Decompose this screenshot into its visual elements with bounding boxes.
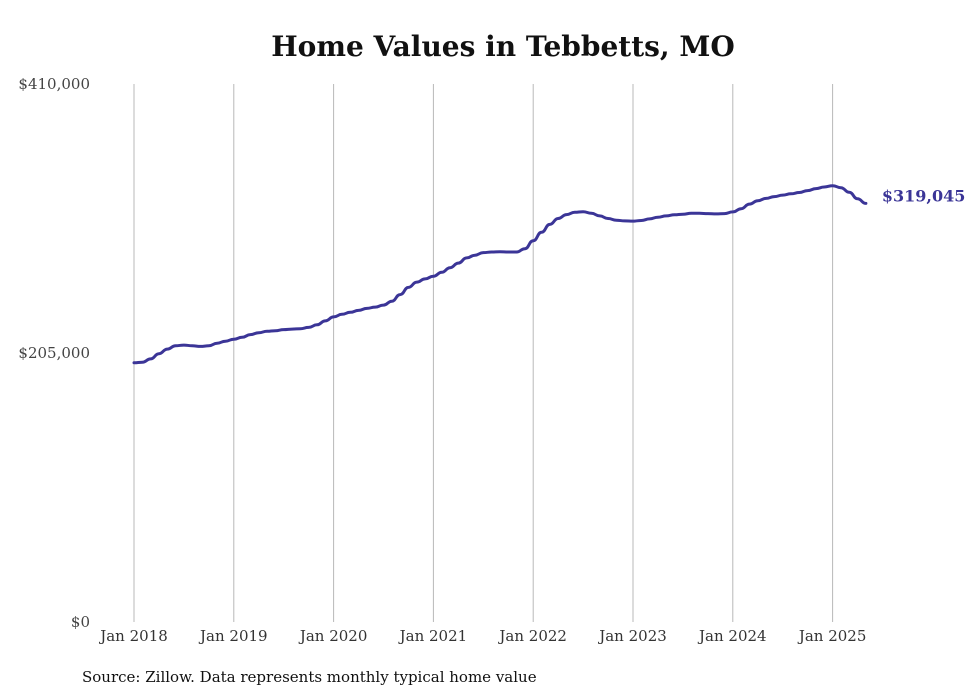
x-tick-label: Jan 2024 [697,627,767,645]
x-tick-label: Jan 2023 [597,627,667,645]
series-layer [132,184,868,365]
y-tick-label: $410,000 [18,75,90,93]
y-axis-labels: $0 $205,000 $410,000 [18,75,90,631]
gridlines [133,84,834,622]
x-tick-label: Jan 2018 [98,627,168,645]
x-axis-labels: Jan 2018 Jan 2019 Jan 2020 Jan 2021 Jan 2022… [98,627,866,645]
chart-title: Home Values in Tebbetts, MO [271,30,735,63]
source-note: Source: Zillow. Data represents monthly … [82,668,537,686]
x-tick-label: Jan 2020 [298,627,368,645]
x-tick-label: Jan 2025 [797,627,867,645]
home-value-line [132,184,868,365]
x-tick-label: Jan 2021 [398,627,468,645]
y-tick-label: $0 [71,613,90,631]
x-tick-label: Jan 2019 [198,627,268,645]
x-tick-label: Jan 2022 [497,627,567,645]
annotation-layer: $319,045 [882,186,966,205]
end-value-label: $319,045 [882,186,966,205]
y-tick-label: $205,000 [18,344,90,362]
